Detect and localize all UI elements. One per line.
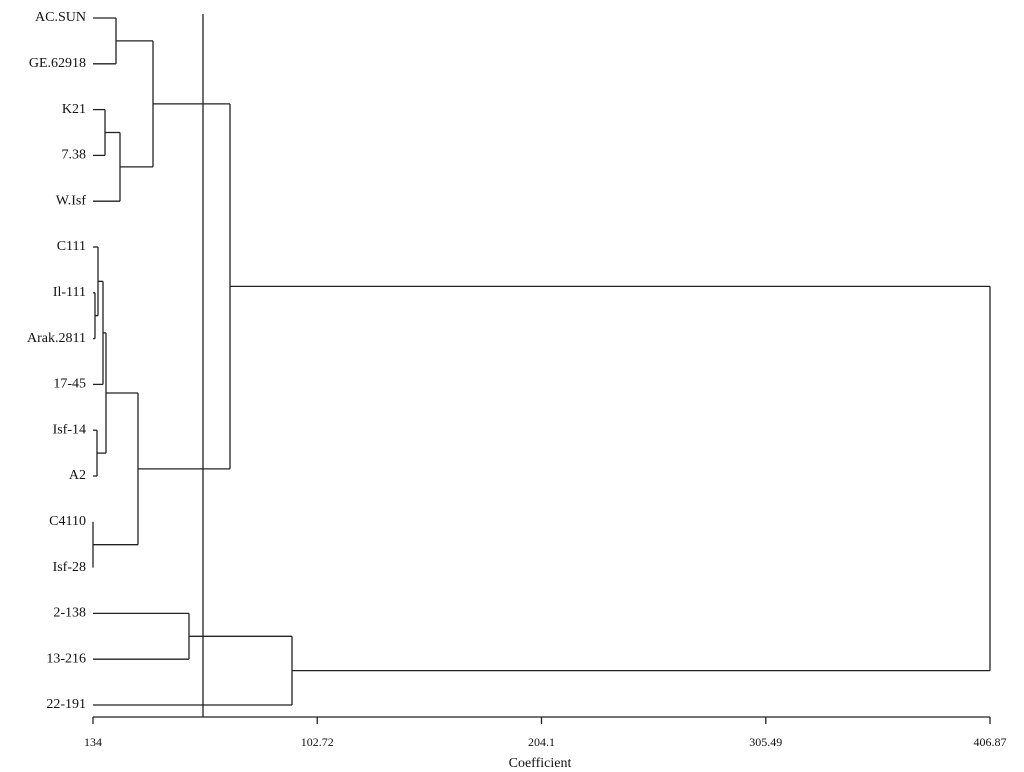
- leaf-label: Isf-28: [53, 560, 86, 575]
- x-axis-label: Coefficient: [509, 756, 572, 771]
- leaf-label: K21: [62, 102, 86, 117]
- x-tick-label: 204.1: [528, 735, 555, 749]
- leaf-label: 13-216: [46, 651, 86, 666]
- x-tick-label: 102.72: [301, 735, 334, 749]
- leaf-label: Isf-14: [53, 422, 86, 437]
- leaf-label: 2-138: [53, 606, 86, 621]
- leaf-label: 22-191: [46, 697, 86, 712]
- leaf-label: C111: [57, 239, 86, 254]
- leaf-label: Arak.2811: [27, 331, 86, 346]
- x-tick-label: 406.87: [974, 735, 1007, 749]
- x-tick-label: 134: [84, 735, 102, 749]
- leaf-label: C4110: [49, 514, 86, 529]
- x-tick-label: 305.49: [749, 735, 782, 749]
- leaf-label: W.Isf: [56, 193, 87, 208]
- leaf-label: 17-45: [53, 377, 86, 392]
- leaf-label: Il-111: [53, 285, 86, 300]
- leaf-label: 7.38: [62, 148, 87, 163]
- leaf-label: A2: [69, 468, 86, 483]
- leaf-label: AC.SUN: [35, 10, 86, 25]
- leaf-label: GE.62918: [29, 56, 86, 71]
